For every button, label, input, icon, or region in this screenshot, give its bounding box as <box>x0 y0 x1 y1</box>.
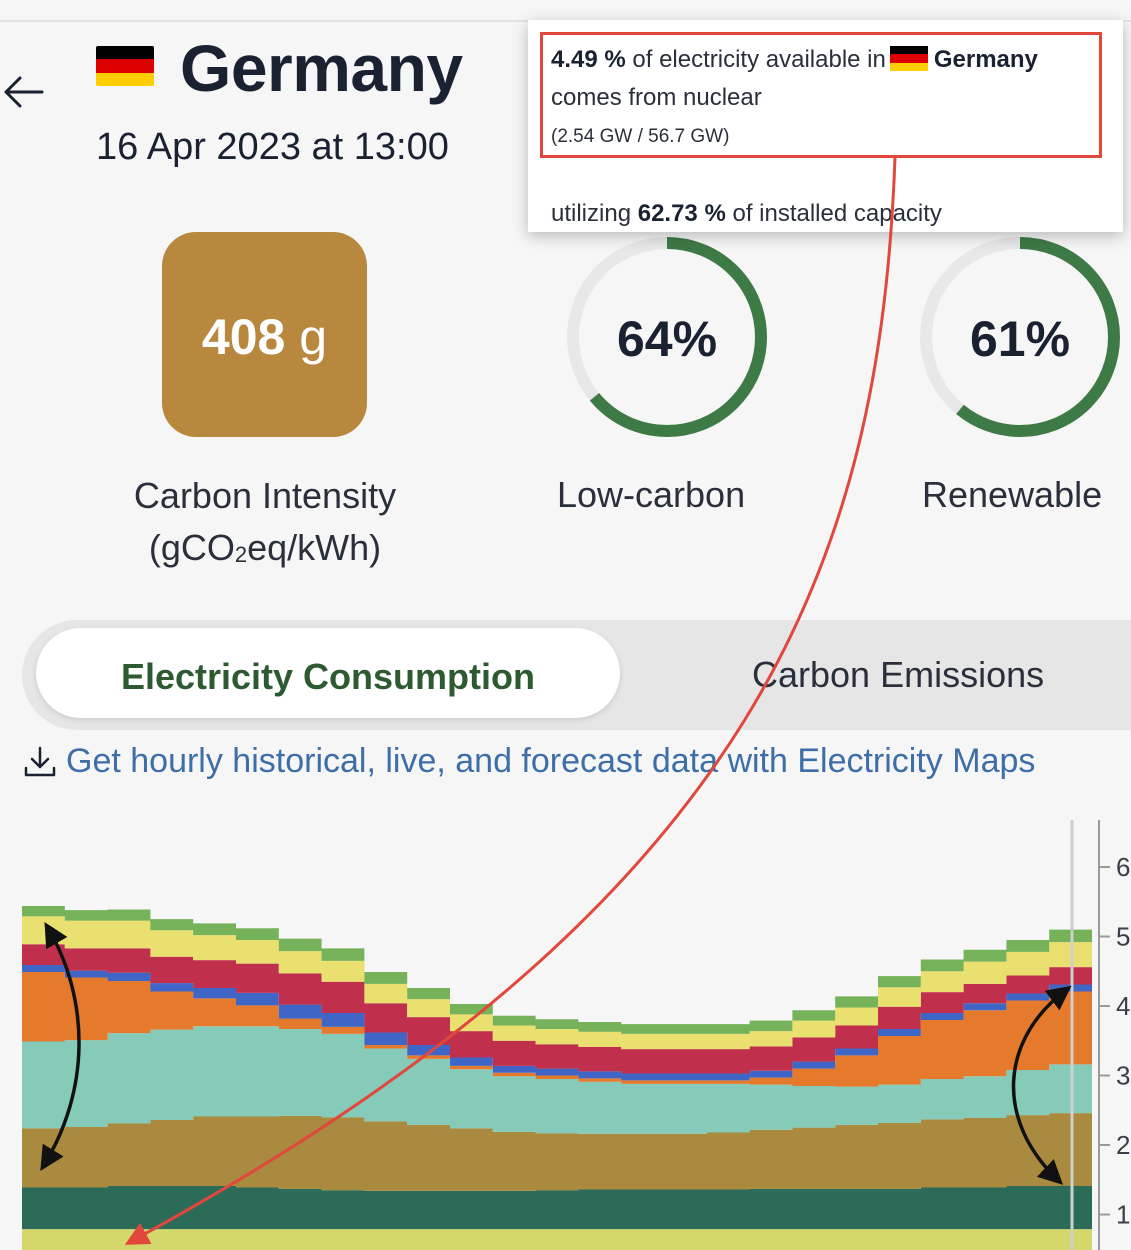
nuclear-tooltip: 4.49 % of electricity available in German… <box>528 20 1123 232</box>
tooltip-highlight-box <box>540 32 1102 158</box>
y-tick-label: 4 <box>1116 991 1130 1021</box>
y-tick-label: 1 <box>1116 1200 1130 1230</box>
datetime-label: 16 Apr 2023 at 13:00 <box>96 126 449 168</box>
renewable-label: Renewable <box>922 474 1103 515</box>
tooltip-country: Germany <box>933 46 1038 73</box>
historical-data-link[interactable]: Get hourly historical, live, and forecas… <box>66 742 1036 780</box>
carbon-intensity-unit: g <box>299 309 328 365</box>
tooltip-text: of electricity available in <box>632 46 886 73</box>
renewable-value: 61% <box>969 311 1071 367</box>
renewable-gauge: 61% <box>915 232 1125 442</box>
area-blue[interactable] <box>22 965 1092 1081</box>
util-prefix: utilizing <box>551 200 632 227</box>
unit-subscript: 2 <box>234 542 248 567</box>
stacked-areas <box>22 905 1092 1250</box>
y-tick-label: 2 <box>1116 1130 1130 1160</box>
carbon-intensity-label-title: Carbon Intensity <box>133 475 397 516</box>
y-tick-label: 5 <box>1116 922 1130 952</box>
area-orange[interactable] <box>22 972 1092 1087</box>
tooltip-utilization-line: utilizing 62.73 % of installed capacity <box>551 200 942 228</box>
carbon-intensity-label-unit: (gCO2eq/kWh) <box>100 522 430 581</box>
tab-electricity-consumption[interactable]: Electricity Consumption <box>36 628 620 718</box>
tooltip-percent: 4.49 % <box>551 46 626 73</box>
tooltip-share-line: 4.49 % of electricity available in German… <box>551 46 1038 74</box>
tab-carbon-emissions[interactable]: Carbon Emissions <box>752 654 1045 695</box>
tooltip-source-line: comes from nuclear <box>551 84 762 111</box>
page-title: Germany <box>180 31 463 105</box>
tab-electricity-consumption-label: Electricity Consumption <box>120 656 536 697</box>
low-carbon-gauge: 64% <box>562 232 772 442</box>
view-toggle: Electricity Consumption Carbon Emissions <box>22 620 1131 730</box>
electricity-mix-chart[interactable]: 1 2 3 4 5 6 <box>0 800 1131 1250</box>
arrow-left-icon[interactable] <box>0 70 48 114</box>
germany-flag-icon <box>96 46 154 86</box>
util-suffix: of installed capacity <box>732 200 942 227</box>
download-icon[interactable] <box>22 744 58 780</box>
y-axis-ticks: 1 2 3 4 5 6 <box>1099 852 1130 1230</box>
area-green[interactable] <box>22 905 1092 1034</box>
area-yellow[interactable] <box>22 916 1092 1050</box>
y-tick-label: 6 <box>1116 852 1130 882</box>
carbon-intensity-label: Carbon Intensity (gCO2eq/kWh) <box>100 470 430 581</box>
util-value: 62.73 % <box>637 200 726 227</box>
low-carbon-label: Low-carbon <box>557 474 746 515</box>
germany-flag-icon <box>889 46 928 71</box>
low-carbon-value: 64% <box>616 311 718 367</box>
carbon-intensity-badge: 408 g <box>162 232 367 437</box>
carbon-intensity-number: 408 <box>201 309 286 365</box>
unit-part-2: eq/kWh) <box>247 527 382 568</box>
y-tick-label: 3 <box>1116 1061 1130 1091</box>
area-nuclear[interactable] <box>22 1229 1092 1250</box>
gauge-arc <box>920 237 1120 437</box>
carbon-intensity-value: 408 g <box>162 308 367 366</box>
area-dark-green[interactable] <box>22 1186 1092 1230</box>
unit-part-1: (gCO <box>148 527 235 568</box>
tooltip-detail-line: (2.54 GW / 56.7 GW) <box>551 126 730 147</box>
